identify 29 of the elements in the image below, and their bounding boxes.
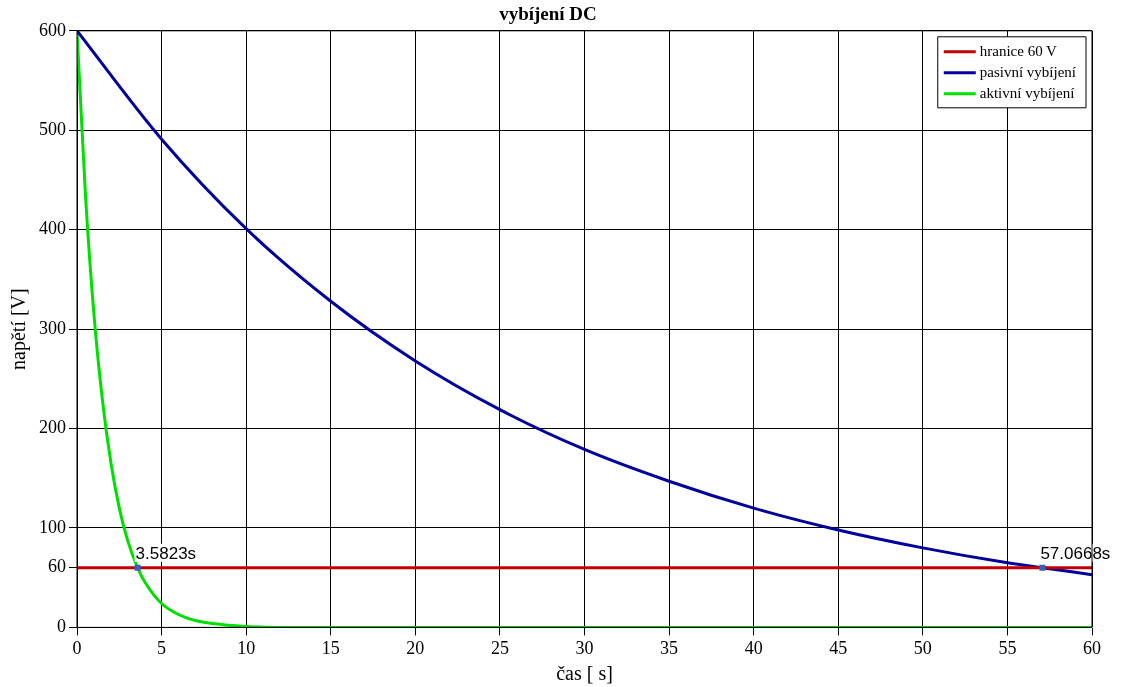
x-tick-label: 25 [490, 637, 509, 658]
y-tick-label: 200 [39, 417, 66, 438]
chart-title: vybíjení DC [499, 3, 597, 25]
legend-label: pasivní vybíjení [979, 63, 1077, 80]
y-tick-label: 0 [57, 616, 66, 637]
x-tick-label: 30 [575, 637, 594, 658]
x-tick-label: 0 [72, 637, 82, 658]
annotation: 3.5823s [135, 543, 197, 563]
x-tick-label: 10 [237, 637, 256, 658]
x-axis-title: čas [ s] [556, 662, 613, 685]
x-tick-label: 5 [157, 637, 167, 658]
y-tick-label: 100 [39, 516, 66, 537]
y-tick-label: 60 [48, 556, 66, 577]
x-tick-label: 45 [829, 637, 848, 658]
annotation: 57.0668s [1040, 543, 1111, 563]
x-tick-label: 55 [998, 637, 1017, 658]
legend-label: aktivní vybíjení [979, 84, 1075, 101]
x-tick-label: 40 [744, 637, 763, 658]
y-tick-label: 600 [39, 19, 66, 40]
y-axis-title: napětí [V] [7, 288, 31, 370]
y-tick-label: 500 [39, 118, 66, 139]
x-tick-label: 50 [913, 637, 932, 658]
x-tick-label: 35 [660, 637, 679, 658]
x-tick-label: 60 [1083, 637, 1101, 658]
x-tick-label: 15 [321, 637, 340, 658]
y-tick-label: 400 [39, 218, 66, 239]
x-tick-label: 20 [406, 637, 425, 658]
y-tick-label: 300 [39, 317, 66, 338]
legend-label: hranice 60 V [979, 42, 1058, 59]
